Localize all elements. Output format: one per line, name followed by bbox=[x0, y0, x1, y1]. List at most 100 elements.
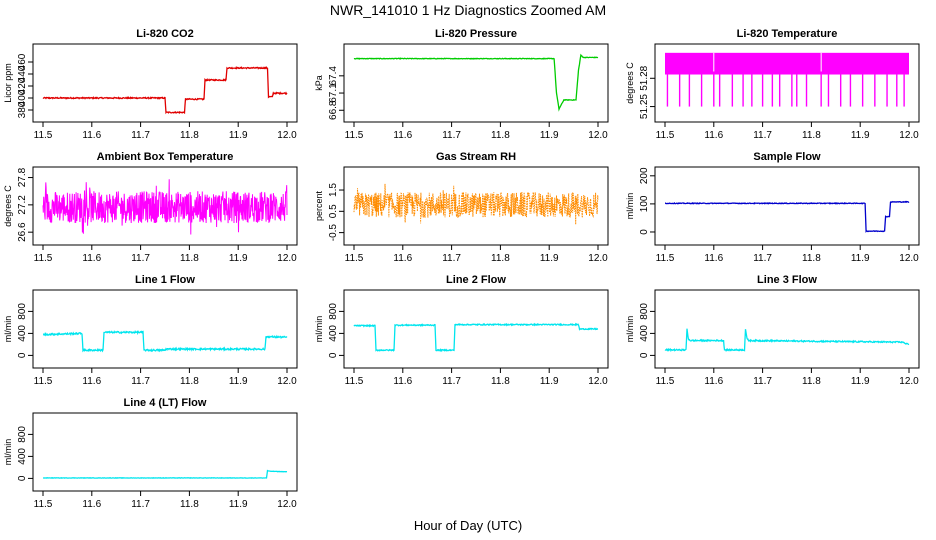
y-tick-label: 0 bbox=[17, 352, 28, 358]
panel-8: Line 2 Flow 11.5 11.6 11.7 11.8 11.9 12.0 0 400 8… bbox=[314, 274, 609, 387]
series-group bbox=[353, 53, 599, 112]
y-tick-label: 380 bbox=[17, 101, 28, 118]
panel-2: Li-820 Pressure 11.5 11.6 11.7 11.8 11.9 12.0 6… bbox=[314, 28, 609, 141]
y-tick-label: 400 bbox=[639, 325, 650, 342]
panel-6: Sample Flow 11.5 11.6 11.7 11.8 11.9 12.0 0 100 2… bbox=[625, 151, 920, 264]
x-tick-label: 11.8 bbox=[491, 253, 510, 264]
x-tick-label: 11.7 bbox=[131, 499, 150, 510]
x-tick-label: 11.7 bbox=[753, 130, 772, 141]
plot-frame bbox=[654, 166, 920, 246]
x-tick-label: 11.6 bbox=[82, 376, 101, 387]
plot-frame bbox=[32, 412, 298, 492]
series-line bbox=[43, 469, 288, 479]
series-line bbox=[42, 179, 288, 235]
panel-title: Sample Flow bbox=[753, 151, 821, 163]
panel-title: Gas Stream RH bbox=[436, 151, 516, 163]
y-tick-label: 0 bbox=[639, 352, 650, 358]
x-tick-label: 11.6 bbox=[82, 499, 101, 510]
y-tick-label: 67.4 bbox=[328, 66, 339, 86]
series-band bbox=[665, 52, 909, 75]
x-tick-label: 11.8 bbox=[180, 499, 199, 510]
x-tick-label: 11.5 bbox=[34, 253, 53, 264]
y-tick-label: 460 bbox=[17, 53, 28, 70]
x-tick-label: 11.5 bbox=[345, 253, 364, 264]
x-tick-label: 11.6 bbox=[82, 253, 101, 264]
x-tick-label: 11.8 bbox=[180, 376, 199, 387]
y-axis-label: ml/min bbox=[3, 439, 13, 466]
x-tick-label: 11.6 bbox=[393, 130, 412, 141]
series-group bbox=[42, 179, 288, 235]
x-tick-label: 11.6 bbox=[393, 253, 412, 264]
x-tick-label: 11.9 bbox=[229, 253, 248, 264]
y-axis-label: degrees C bbox=[625, 62, 635, 104]
y-axis-label: Licor ppm bbox=[3, 63, 13, 103]
panel-9: Line 3 Flow 11.5 11.6 11.7 11.8 11.9 12.0 0 400 8… bbox=[625, 274, 920, 387]
y-tick-label: 800 bbox=[639, 303, 650, 320]
y-tick-label: 400 bbox=[17, 89, 28, 106]
y-tick-label: 100 bbox=[639, 195, 650, 212]
plot-frame bbox=[32, 289, 298, 369]
y-tick-label: 800 bbox=[17, 426, 28, 443]
x-tick-label: 12.0 bbox=[588, 253, 608, 264]
panel-title: Line 1 Flow bbox=[135, 274, 195, 286]
y-tick-label: 0 bbox=[328, 352, 339, 358]
y-tick-label: 400 bbox=[17, 325, 28, 342]
series-line bbox=[42, 329, 288, 353]
series-group bbox=[42, 329, 288, 353]
y-tick-label: 800 bbox=[328, 303, 339, 320]
x-tick-label: 11.9 bbox=[540, 376, 559, 387]
x-tick-label: 11.7 bbox=[442, 130, 461, 141]
y-axis-label: kPa bbox=[314, 75, 324, 91]
y-tick-label: 51.28 bbox=[639, 65, 650, 90]
x-tick-label: 11.5 bbox=[656, 253, 675, 264]
plot-frame bbox=[343, 43, 609, 123]
x-tick-label: 11.8 bbox=[491, 130, 510, 141]
y-tick-label: 400 bbox=[328, 325, 339, 342]
x-tick-label: 11.9 bbox=[229, 499, 248, 510]
x-tick-label: 11.6 bbox=[704, 130, 723, 141]
x-tick-label: 11.5 bbox=[34, 130, 53, 141]
x-tick-label: 11.7 bbox=[753, 376, 772, 387]
series-line bbox=[42, 65, 288, 115]
series-line bbox=[353, 53, 599, 112]
series-line bbox=[664, 328, 910, 353]
x-tick-label: 12.0 bbox=[899, 130, 919, 141]
y-tick-label: 800 bbox=[17, 303, 28, 320]
y-tick-label: 0.5 bbox=[328, 204, 339, 218]
plot-frame bbox=[343, 289, 609, 369]
panel-10: Line 4 (LT) Flow 11.5 11.6 11.7 11.8 11.9 12.0… bbox=[3, 397, 298, 510]
x-tick-label: 11.6 bbox=[82, 130, 101, 141]
plot-frame bbox=[654, 43, 920, 123]
x-tick-label: 12.0 bbox=[277, 253, 297, 264]
plot-frame bbox=[654, 289, 920, 369]
y-tick-label: 51.25 bbox=[639, 94, 650, 119]
panel-title: Li-820 Pressure bbox=[435, 28, 517, 40]
x-tick-label: 11.8 bbox=[491, 376, 510, 387]
y-tick-label: 67.1 bbox=[328, 83, 339, 103]
x-tick-label: 11.8 bbox=[802, 130, 821, 141]
series-line bbox=[665, 200, 910, 233]
x-tick-label: 11.5 bbox=[656, 376, 675, 387]
figure-x-axis-label: Hour of Day (UTC) bbox=[413, 518, 523, 533]
x-tick-label: 12.0 bbox=[899, 253, 919, 264]
series-group bbox=[665, 200, 910, 233]
panel-3: Li-820 Temperature 11.5 11.6 11.7 11.8 11.9 12… bbox=[625, 28, 920, 141]
x-tick-label: 11.8 bbox=[180, 253, 199, 264]
series-group bbox=[42, 65, 288, 115]
y-tick-label: 66.8 bbox=[328, 100, 339, 120]
panel-title: Li-820 CO2 bbox=[136, 28, 193, 40]
y-tick-label: 1.5 bbox=[328, 183, 339, 197]
x-tick-label: 12.0 bbox=[588, 376, 608, 387]
series-group bbox=[43, 469, 288, 479]
x-tick-label: 11.7 bbox=[442, 376, 461, 387]
y-tick-label: -0.5 bbox=[328, 224, 339, 242]
series-points bbox=[353, 183, 599, 225]
x-tick-label: 11.5 bbox=[345, 130, 364, 141]
x-tick-label: 12.0 bbox=[277, 376, 297, 387]
panel-7: Line 1 Flow 11.5 11.6 11.7 11.8 11.9 12.0 0 400 8… bbox=[3, 274, 298, 387]
y-axis-label: ml/min bbox=[314, 316, 324, 343]
panel-5: Gas Stream RH 11.5 11.6 11.7 11.8 11.9 12.0 -0.… bbox=[314, 151, 609, 264]
x-tick-label: 11.9 bbox=[229, 376, 248, 387]
series-group bbox=[353, 322, 599, 353]
